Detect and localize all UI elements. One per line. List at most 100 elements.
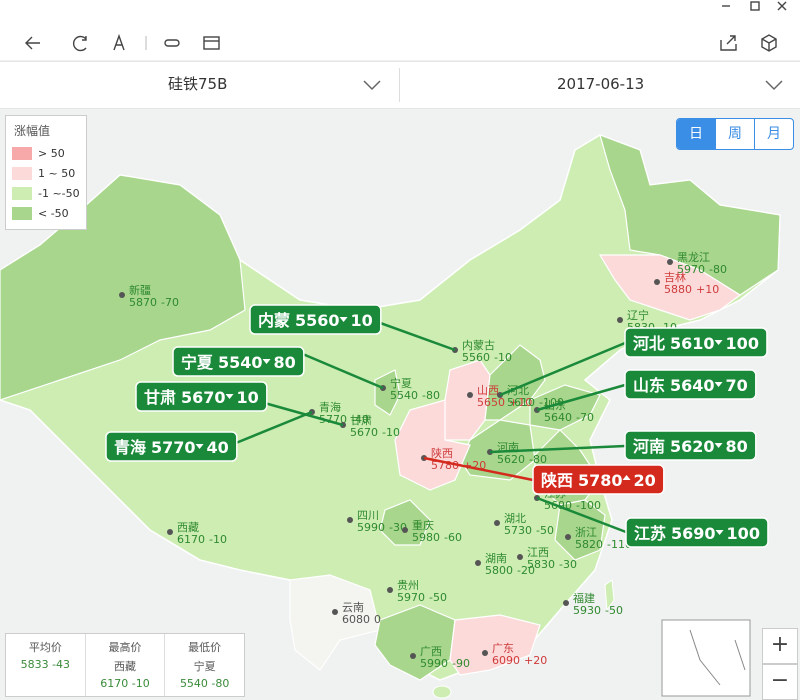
land — [0, 134, 781, 699]
province-value: 5640 -70 — [544, 411, 594, 424]
province-change: -90 — [452, 657, 470, 670]
province-name: 湖南 — [485, 552, 507, 565]
province-price: 5670 — [350, 426, 378, 439]
province-change: -100 — [539, 396, 564, 409]
province-value: 5980 -60 — [412, 531, 462, 544]
province-price: 5970 — [397, 591, 425, 604]
refresh-icon[interactable] — [72, 35, 87, 52]
province-value: 5990 -30 — [357, 521, 407, 534]
callout-box[interactable] — [624, 430, 757, 461]
callout-price: 5620 — [670, 437, 715, 456]
zoom-in[interactable]: + — [762, 628, 798, 664]
province-change: -80 — [422, 389, 440, 402]
maximize[interactable] — [750, 1, 760, 11]
callout-box[interactable] — [532, 464, 665, 495]
back-icon[interactable] — [25, 36, 40, 50]
callout-name: 河北 — [633, 334, 665, 353]
stat-title: 最低价 — [188, 641, 222, 654]
callout-arrow — [339, 317, 348, 322]
province-change: +10 — [696, 283, 719, 296]
province-name: 陕西 — [431, 446, 453, 460]
share-icon[interactable] — [720, 35, 737, 51]
province-dot — [482, 650, 488, 656]
callout-box[interactable] — [625, 517, 769, 548]
province-name: 甘肃 — [350, 414, 372, 427]
province-price: 5870 — [129, 296, 157, 309]
province-change: -10 — [209, 533, 227, 546]
province-name: 江西 — [527, 546, 549, 559]
province-price: 5730 — [504, 524, 532, 537]
legend-label: > 50 — [38, 146, 65, 160]
province-price: 5610 — [507, 396, 535, 409]
province — [394, 399, 471, 491]
stat: 平均价 5833 -43 — [6, 634, 85, 696]
stats-panel: 平均价 5833 -43 最高价 西藏 6170 -10 最低价 宁夏 5540 -80 — [5, 633, 245, 697]
province-name: 广东 — [492, 642, 514, 655]
callout-name: 内蒙 — [258, 311, 290, 330]
province-price: 5800 — [485, 564, 513, 577]
province-value: 6170 -10 — [177, 533, 227, 546]
layout-icon[interactable] — [203, 36, 220, 50]
province-dot — [402, 527, 408, 533]
link-icon[interactable] — [164, 39, 180, 47]
province-value: 5800 -20 — [485, 564, 535, 577]
province-name: 广西 — [420, 645, 442, 658]
callout-change: 100 — [726, 334, 759, 353]
callout-box[interactable] — [172, 346, 305, 377]
province-dot — [494, 520, 500, 526]
zoom-out[interactable]: − — [762, 664, 798, 700]
callout-line — [297, 350, 384, 390]
province-dot — [467, 392, 473, 398]
province-change: -70 — [576, 411, 594, 424]
callout-box[interactable] — [249, 304, 382, 335]
province-change: -70 — [161, 296, 179, 309]
close[interactable] — [777, 1, 787, 11]
callout-box[interactable] — [135, 381, 268, 412]
province-dot — [517, 554, 523, 560]
legend-label: < -50 — [38, 206, 69, 220]
province-change: 0 — [374, 613, 381, 626]
province-value: 5560 -10 — [462, 351, 512, 364]
province-value: 5540 -80 — [390, 389, 440, 402]
cube-icon[interactable] — [761, 34, 777, 52]
callout-box[interactable] — [624, 369, 757, 400]
font-icon[interactable] — [113, 33, 125, 51]
hainan — [432, 685, 452, 699]
callout-text: 内蒙 5560 — [258, 311, 340, 330]
period-tab[interactable]: 周 — [715, 119, 754, 149]
dropdown-arrow[interactable] — [765, 80, 783, 91]
province-name: 青海 — [319, 400, 341, 414]
province-value: 5990 -90 — [420, 657, 470, 670]
callout-change: 20 — [634, 471, 656, 490]
province-change: -30 — [559, 558, 577, 571]
province-name: 山西 — [477, 384, 499, 397]
product-select[interactable]: 硅铁75B — [168, 75, 228, 93]
callout-arrow — [715, 530, 724, 535]
callout-text: 陕西 5780 — [541, 471, 623, 490]
province-dot — [617, 317, 623, 323]
province — [449, 614, 541, 676]
province-dot — [119, 292, 125, 298]
province-price: 5640 — [544, 411, 572, 424]
province-value: 5870 -70 — [129, 296, 179, 309]
dropdown-arrow[interactable] — [363, 80, 381, 91]
period-tab[interactable]: 日 — [677, 119, 715, 149]
callout-price: 5560 — [295, 311, 340, 330]
callout-box[interactable] — [105, 431, 238, 462]
callout-box[interactable] — [624, 327, 768, 358]
province-dot — [654, 279, 660, 285]
province-change: -20 — [517, 564, 535, 577]
period-tab[interactable]: 月 — [754, 119, 793, 149]
callout-name: 江苏 — [634, 524, 666, 543]
province-name: 云南 — [342, 601, 364, 614]
callout-change: 80 — [274, 353, 296, 372]
date-select[interactable]: 2017-06-13 — [557, 75, 645, 93]
province — [379, 499, 431, 546]
callout-text: 河南 5620 — [633, 437, 715, 456]
province-change: -50 — [429, 591, 447, 604]
province-price: 5830 — [527, 558, 555, 571]
callout-arrow — [714, 340, 723, 345]
province-price: 6080 — [342, 613, 370, 626]
